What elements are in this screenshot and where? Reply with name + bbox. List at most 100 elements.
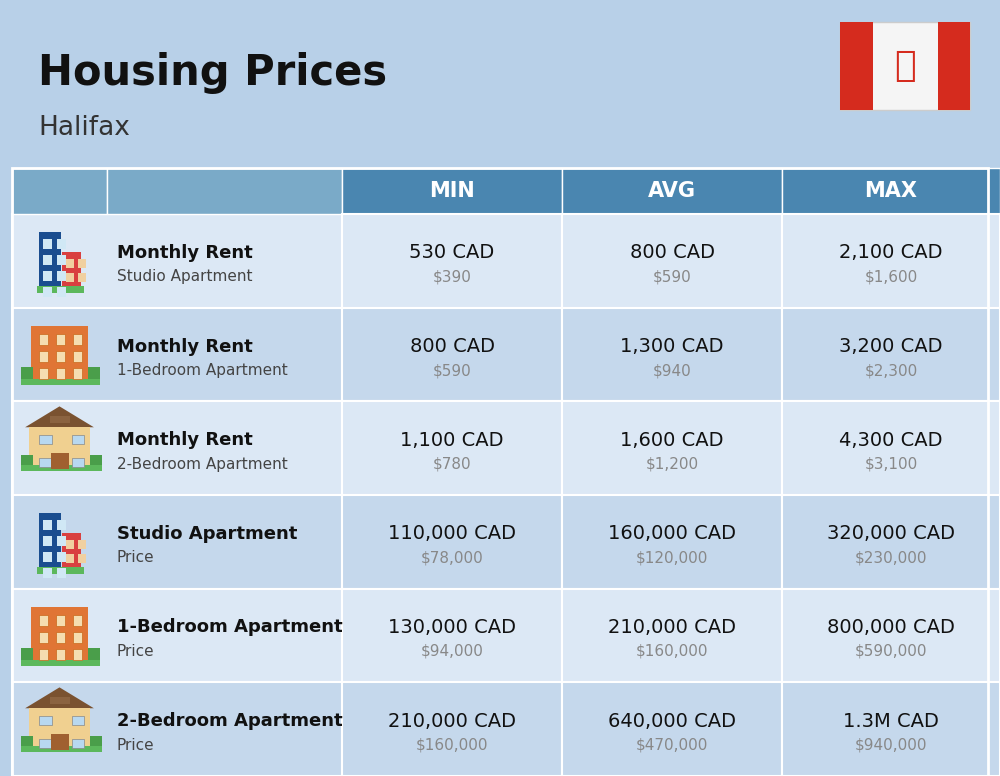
Text: $470,000: $470,000 — [636, 738, 708, 753]
Bar — [39, 615, 48, 626]
Text: 210,000 CAD: 210,000 CAD — [608, 618, 736, 637]
Bar — [62, 533, 81, 570]
Bar — [56, 334, 65, 345]
Bar — [37, 567, 84, 574]
Bar — [840, 22, 970, 110]
Bar — [72, 458, 84, 467]
Bar — [72, 716, 84, 725]
Text: $94,000: $94,000 — [421, 644, 483, 659]
Text: 2-Bedroom Apartment: 2-Bedroom Apartment — [117, 712, 343, 730]
Bar — [90, 736, 102, 750]
Bar — [43, 287, 52, 297]
Text: 130,000 CAD: 130,000 CAD — [388, 618, 516, 637]
Bar — [50, 697, 70, 704]
Text: AVG: AVG — [648, 181, 696, 201]
Text: 2,100 CAD: 2,100 CAD — [839, 244, 943, 262]
Text: 210,000 CAD: 210,000 CAD — [388, 712, 516, 731]
Bar — [88, 367, 100, 383]
Text: 3,200 CAD: 3,200 CAD — [839, 337, 943, 356]
Bar — [57, 255, 66, 265]
Bar — [73, 632, 82, 643]
Text: Price: Price — [117, 738, 155, 753]
Text: Monthly Rent: Monthly Rent — [117, 431, 253, 449]
Text: $2,300: $2,300 — [864, 363, 918, 378]
Text: Housing Prices: Housing Prices — [38, 52, 387, 94]
Bar — [342, 589, 562, 682]
Bar — [57, 536, 66, 546]
Text: Monthly Rent: Monthly Rent — [117, 244, 253, 262]
Bar — [342, 401, 562, 495]
Bar — [57, 239, 66, 249]
Text: 🍁: 🍁 — [894, 49, 916, 83]
Text: MIN: MIN — [429, 181, 475, 201]
Text: $120,000: $120,000 — [636, 550, 708, 566]
Polygon shape — [25, 407, 94, 428]
Bar — [88, 648, 100, 664]
Bar — [57, 287, 66, 297]
Text: $390: $390 — [433, 269, 471, 284]
Bar — [66, 540, 74, 549]
Bar — [39, 435, 52, 444]
Bar — [29, 428, 90, 469]
Bar — [57, 521, 66, 530]
Bar — [782, 495, 1000, 589]
Bar — [43, 553, 52, 563]
Bar — [56, 368, 65, 379]
Bar — [39, 232, 61, 289]
Bar — [782, 401, 1000, 495]
Text: 1,300 CAD: 1,300 CAD — [620, 337, 724, 356]
Text: MAX: MAX — [864, 181, 918, 201]
Bar — [840, 22, 872, 110]
Text: $590: $590 — [653, 269, 691, 284]
Bar — [782, 214, 1000, 307]
Text: 2-Bedroom Apartment: 2-Bedroom Apartment — [117, 456, 288, 472]
Bar — [50, 453, 68, 469]
Bar — [21, 455, 33, 469]
Bar — [66, 259, 74, 268]
Bar — [29, 708, 90, 750]
Bar — [56, 649, 65, 660]
Bar — [12, 495, 988, 589]
Bar — [90, 455, 102, 469]
Text: $590,000: $590,000 — [855, 644, 927, 659]
Bar — [562, 589, 782, 682]
Bar — [39, 632, 48, 643]
Bar — [342, 307, 562, 401]
Text: Price: Price — [117, 550, 155, 566]
Bar — [73, 368, 82, 379]
Text: 1-Bedroom Apartment: 1-Bedroom Apartment — [117, 618, 343, 636]
Bar — [107, 168, 342, 214]
Text: 530 CAD: 530 CAD — [409, 244, 495, 262]
Bar — [562, 401, 782, 495]
Text: 800 CAD: 800 CAD — [630, 244, 714, 262]
Bar — [73, 649, 82, 660]
Bar — [73, 615, 82, 626]
Bar — [782, 307, 1000, 401]
Bar — [73, 351, 82, 362]
Bar — [21, 660, 100, 666]
Bar — [782, 589, 1000, 682]
Text: Studio Apartment: Studio Apartment — [117, 269, 252, 284]
Bar — [56, 632, 65, 643]
Bar — [562, 682, 782, 776]
Bar — [39, 458, 52, 467]
Text: 1.3M CAD: 1.3M CAD — [843, 712, 939, 731]
Text: Price: Price — [117, 644, 155, 659]
Text: $1,600: $1,600 — [864, 269, 918, 284]
Bar — [31, 607, 88, 664]
Bar — [39, 740, 52, 748]
Bar — [50, 734, 68, 750]
Bar — [66, 273, 74, 282]
Text: $590: $590 — [433, 363, 471, 378]
Bar — [39, 368, 48, 379]
Text: $230,000: $230,000 — [855, 550, 927, 566]
Bar — [12, 168, 107, 214]
Bar — [12, 214, 988, 307]
Bar — [43, 255, 52, 265]
Bar — [21, 648, 33, 664]
Bar — [21, 746, 102, 752]
Bar — [43, 521, 52, 530]
Text: $780: $780 — [433, 456, 471, 472]
Bar — [21, 465, 102, 471]
Text: Studio Apartment: Studio Apartment — [117, 525, 297, 543]
